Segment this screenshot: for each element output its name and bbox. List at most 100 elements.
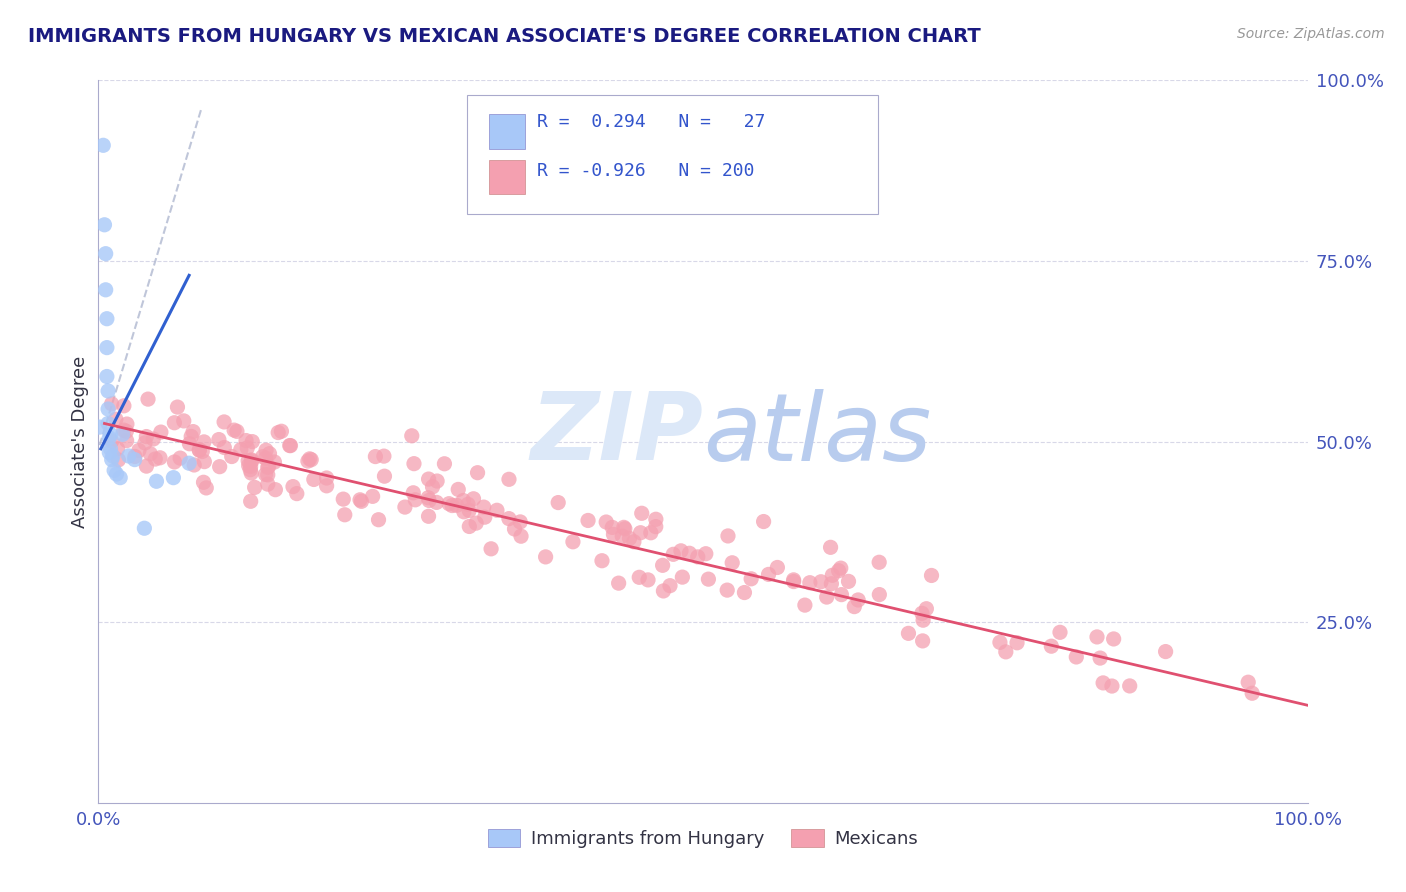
Point (94, 283, 117, 297)
Point (97, 402, 120, 417)
Point (208, 433, 231, 447)
Point (107, 453, 129, 467)
Point (422, 480, 444, 494)
Point (136, 392, 159, 406)
Point (264, 483, 287, 497)
Point (169, 451, 191, 466)
Point (607, 576, 630, 591)
Point (115, 434, 138, 448)
Point (259, 447, 281, 461)
Point (298, 451, 321, 466)
Point (100, 442, 122, 456)
Point (280, 439, 302, 453)
Point (868, 588, 890, 602)
Point (479, 541, 502, 556)
Point (240, 453, 263, 467)
Point (485, 503, 508, 517)
Point (367, 513, 389, 527)
Point (107, 442, 129, 456)
Point (100, 434, 122, 449)
Point (103, 463, 125, 477)
Point (195, 481, 218, 495)
Point (115, 417, 138, 431)
Point (1066, 649, 1088, 664)
Legend: Immigrants from Hungary, Mexicans: Immigrants from Hungary, Mexicans (481, 822, 925, 855)
Point (576, 513, 599, 527)
Point (181, 425, 204, 439)
Point (229, 442, 252, 457)
Point (235, 434, 257, 448)
Point (124, 450, 146, 464)
Point (112, 423, 135, 437)
Point (595, 515, 617, 529)
Point (465, 516, 488, 530)
Point (112, 399, 135, 413)
Point (510, 529, 533, 543)
Point (912, 613, 935, 627)
Point (394, 500, 416, 514)
Point (498, 472, 520, 486)
Point (911, 634, 934, 648)
Point (285, 486, 308, 500)
Point (752, 515, 775, 529)
Point (426, 474, 449, 488)
Point (534, 549, 557, 564)
Point (89, 420, 111, 434)
Point (799, 575, 821, 590)
Point (474, 510, 496, 524)
Point (827, 564, 849, 578)
Point (1005, 636, 1028, 650)
Point (145, 475, 167, 489)
Point (619, 532, 641, 546)
Point (333, 508, 356, 522)
Point (254, 443, 277, 458)
Point (820, 541, 842, 555)
FancyBboxPatch shape (489, 114, 526, 149)
Point (162, 470, 184, 484)
Point (297, 454, 319, 468)
Point (115, 425, 138, 439)
Point (686, 549, 709, 564)
Point (602, 527, 624, 541)
Point (166, 400, 188, 414)
Point (315, 471, 337, 485)
Point (911, 607, 934, 621)
Point (1102, 632, 1125, 646)
Point (373, 469, 395, 483)
Point (1237, 675, 1260, 690)
Point (254, 451, 277, 466)
Point (782, 573, 804, 587)
Point (240, 434, 263, 449)
Point (100, 452, 122, 467)
Point (139, 447, 162, 461)
Point (921, 568, 943, 582)
FancyBboxPatch shape (467, 95, 879, 214)
Point (315, 479, 337, 493)
Point (830, 588, 852, 602)
Point (463, 491, 485, 506)
Point (740, 572, 762, 586)
Point (472, 500, 495, 515)
Point (364, 450, 387, 464)
Point (447, 483, 470, 497)
Point (1118, 679, 1140, 693)
Point (256, 467, 278, 482)
Point (678, 546, 700, 560)
Point (612, 529, 634, 543)
Point (267, 425, 290, 440)
Point (733, 585, 755, 599)
Point (810, 574, 832, 589)
Point (239, 463, 262, 477)
Point (637, 573, 659, 587)
Point (100, 397, 122, 411)
Point (238, 458, 260, 473)
Point (418, 472, 440, 486)
Point (256, 477, 278, 491)
Point (173, 414, 195, 428)
Point (561, 534, 583, 549)
Point (142, 432, 165, 446)
Point (281, 480, 304, 494)
Point (651, 558, 673, 573)
Point (97, 384, 120, 398)
Point (418, 493, 440, 508)
